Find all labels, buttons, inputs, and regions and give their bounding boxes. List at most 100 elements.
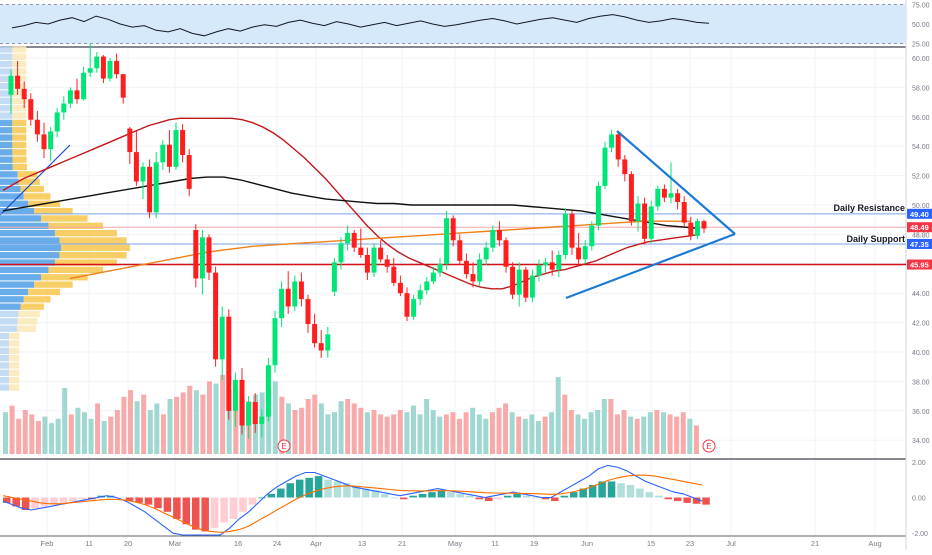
macd-histogram-bar <box>286 483 294 498</box>
earnings-marker-circle <box>702 439 716 453</box>
candle <box>219 306 225 380</box>
profile-row-up <box>0 215 42 222</box>
candle-body <box>226 316 232 411</box>
macd-histogram-bar <box>371 490 380 498</box>
volume-bar <box>404 412 410 454</box>
candle <box>351 229 357 253</box>
volume-bar <box>147 410 153 454</box>
macd-histogram-bar <box>607 481 616 498</box>
candle-body <box>180 130 186 156</box>
volume-bar <box>549 412 555 454</box>
candle-body <box>404 293 410 317</box>
candle-body <box>292 281 298 307</box>
macd-histogram-bar <box>655 495 663 498</box>
rsi-band <box>0 4 906 44</box>
candle-body <box>496 229 502 241</box>
profile-row-down <box>12 127 27 134</box>
candle <box>318 329 324 358</box>
volume-bar <box>476 414 482 454</box>
macd-histogram-bar <box>532 497 540 499</box>
candle-body <box>516 269 522 295</box>
profile-row-up <box>0 362 10 369</box>
macd-histogram-bar <box>626 485 635 498</box>
candle <box>239 368 245 435</box>
macd-histogram-bar <box>248 497 257 505</box>
macd-histogram-bar <box>418 493 427 498</box>
macd-signal-line <box>2 474 703 533</box>
profile-row-down <box>9 347 20 354</box>
macd-histogram-bar <box>144 497 153 505</box>
volume-bar <box>463 412 469 454</box>
candle-body <box>384 259 390 267</box>
candle <box>292 275 298 311</box>
triangle-pattern <box>565 130 736 300</box>
volume-bar <box>410 405 416 454</box>
profile-row-down <box>16 325 37 332</box>
volume-bar <box>450 412 456 454</box>
volume-bar <box>641 416 647 454</box>
candle-body <box>67 90 73 104</box>
profile-row-down <box>12 141 27 149</box>
volume-bars <box>3 374 699 454</box>
earnings-marker[interactable]: E <box>277 439 291 453</box>
volume-bar <box>167 399 173 454</box>
macd-histogram-bar <box>503 495 512 498</box>
candle-body <box>48 131 54 150</box>
triangle-lower-line <box>565 232 736 300</box>
price-label-text: 48.49 <box>910 223 929 232</box>
volume-bar <box>647 412 653 454</box>
candle <box>272 310 278 373</box>
profile-row-up <box>0 105 13 112</box>
macd-histogram-bar <box>12 497 20 507</box>
profile-row-up <box>0 244 62 252</box>
volume-bar <box>160 414 166 454</box>
profile-row-down <box>17 318 38 325</box>
volume-bar <box>509 412 515 454</box>
macd-histogram-bar <box>220 497 228 523</box>
volume-bar <box>424 399 430 454</box>
price-tick-label: 44.00 <box>912 291 930 298</box>
candle-body <box>477 259 483 282</box>
volume-bar <box>358 407 364 454</box>
profile-row-up <box>0 303 21 310</box>
volume-bar <box>128 390 134 454</box>
profile-row-down <box>54 259 117 266</box>
volume-bar <box>634 418 640 454</box>
time-tick-label: 11 <box>85 539 93 548</box>
candle <box>153 152 159 219</box>
earnings-marker[interactable]: E <box>702 439 716 453</box>
macd-histogram-bar <box>390 497 398 499</box>
candle-body <box>648 206 654 239</box>
candle-body <box>15 75 21 89</box>
profile-row-up <box>0 384 10 391</box>
volume-bar <box>174 396 180 454</box>
macd-histogram-bar <box>305 477 313 498</box>
candle-body <box>272 318 278 366</box>
volume-bar <box>95 403 101 454</box>
profile-row-down <box>9 362 20 369</box>
candle <box>417 284 423 305</box>
candle-body <box>305 299 311 325</box>
profile-row-down <box>34 281 73 288</box>
time-tick-label: 24 <box>273 539 281 548</box>
candle-body <box>54 112 60 132</box>
volume-bar <box>614 414 620 454</box>
candle <box>133 131 139 186</box>
volume-bar <box>391 414 397 454</box>
candle-body <box>133 152 139 182</box>
candle <box>246 396 252 439</box>
rsi-line <box>11 14 710 37</box>
profile-row-down <box>9 340 20 347</box>
volume-bar <box>535 421 541 454</box>
candle-body <box>153 162 159 213</box>
candle <box>100 55 106 83</box>
price-label-box <box>907 222 932 233</box>
candle <box>562 207 568 260</box>
price-tick-label: 42.00 <box>912 321 930 328</box>
candle <box>160 140 166 170</box>
volume-bar <box>108 416 114 454</box>
price-tick-label: 38.00 <box>912 379 930 386</box>
volume-bar <box>345 399 351 454</box>
candle-body <box>140 166 146 182</box>
